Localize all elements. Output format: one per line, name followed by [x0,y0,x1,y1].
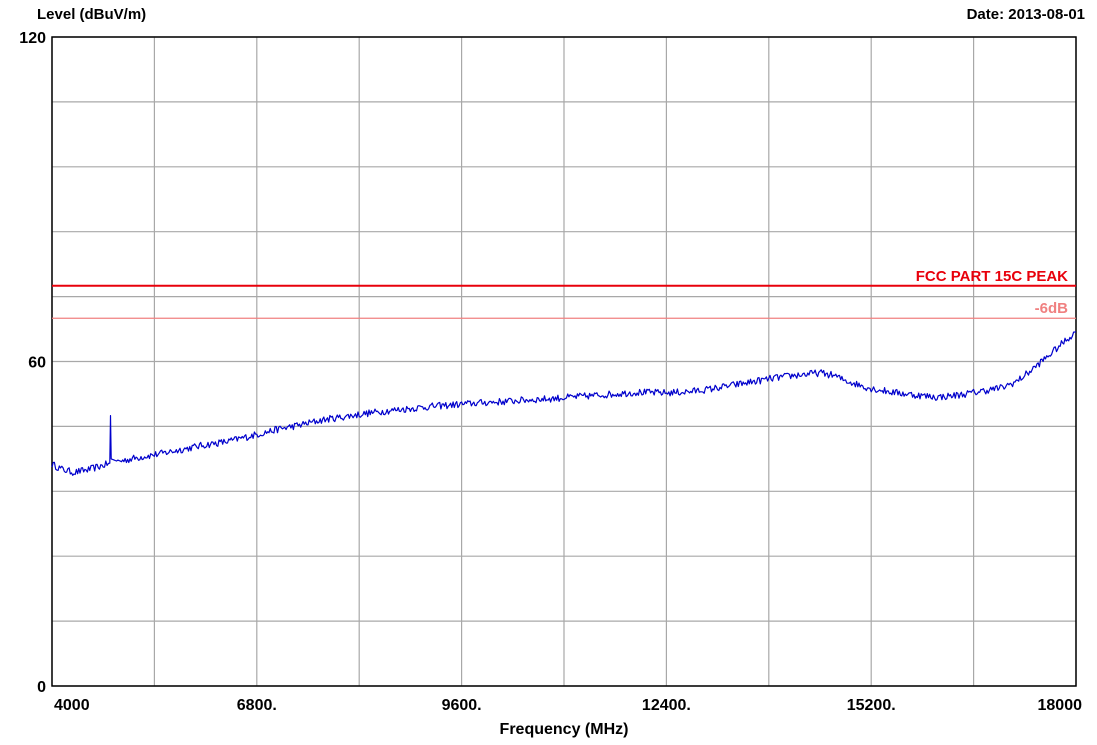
y-tick-label: 120 [19,30,46,47]
x-axis-label: Frequency (MHz) [500,721,629,738]
y-tick-label: 0 [37,679,46,696]
limit-line-label: -6dB [1035,300,1069,317]
x-tick-label: 12400. [642,697,691,714]
series-line [51,331,1077,476]
x-tick-label: 9600. [442,697,482,714]
limit-line-label: FCC PART 15C PEAK [916,268,1068,285]
plot-grid [51,36,1077,687]
x-tick-label: 15200. [847,697,896,714]
plot-frame [51,36,1077,687]
y-axis-label: Level (dBuV/m) [37,6,146,23]
x-tick-label: 18000 [1038,697,1083,714]
series-group [51,331,1077,476]
limit-lines: FCC PART 15C PEAK -6dB [52,268,1076,319]
x-tick-label: 6800. [237,697,277,714]
x-tick-label: 4000 [54,697,90,714]
date-label: Date: 2013-08-01 [967,6,1085,23]
tick-labels: 4000 6800. 9600. 12400. 15200. 18000 120 60 0 [19,30,1082,714]
y-tick-label: 60 [28,355,46,372]
